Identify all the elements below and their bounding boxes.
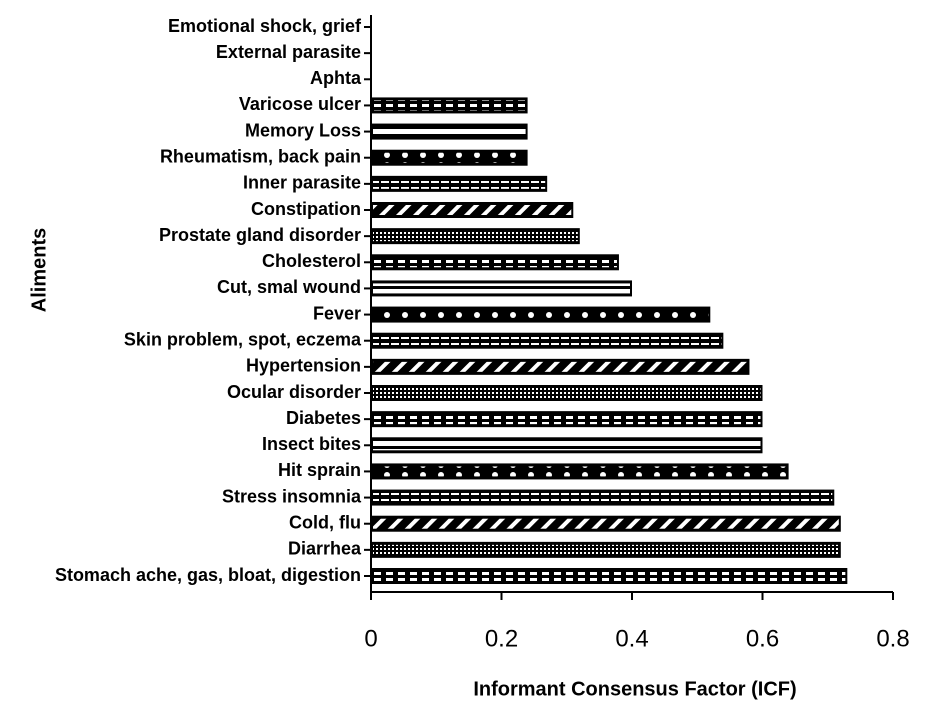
category-label: Cholesterol <box>262 251 361 271</box>
x-tick-label: 0 <box>364 625 377 652</box>
category-label: External parasite <box>216 42 361 62</box>
x-tick-label: 0.6 <box>746 625 779 652</box>
category-label: Skin problem, spot, eczema <box>124 329 362 349</box>
y-axis-title: Aliments <box>28 228 50 312</box>
category-label: Cut, smal wound <box>217 277 361 297</box>
category-label: Stomach ache, gas, bloat, digestion <box>55 565 361 585</box>
bar <box>373 126 526 137</box>
bar <box>373 257 617 268</box>
category-label: Stress insomnia <box>222 486 362 506</box>
category-label: Insect bites <box>262 434 361 454</box>
category-label: Rheumatism, back pain <box>160 146 361 166</box>
bar <box>373 492 833 503</box>
category-label: Varicose ulcer <box>239 94 361 114</box>
category-label: Prostate gland disorder <box>159 225 361 245</box>
bar <box>373 466 787 477</box>
x-tick-label: 0.2 <box>485 625 518 652</box>
category-label: Inner parasite <box>243 173 361 193</box>
bar <box>373 152 526 163</box>
x-tick-label: 0.4 <box>615 625 648 652</box>
bar <box>373 440 761 451</box>
bar <box>373 414 761 425</box>
bar <box>373 283 630 294</box>
category-label: Ocular disorder <box>227 382 361 402</box>
category-label: Memory Loss <box>245 120 361 140</box>
category-label: Hit sprain <box>278 460 361 480</box>
x-axis-title: Informant Consensus Factor (ICF) <box>473 678 796 700</box>
category-label: Diabetes <box>286 408 361 428</box>
bar <box>373 571 846 581</box>
bar <box>373 388 761 398</box>
x-tick-label: 0.8 <box>876 625 909 652</box>
category-label: Cold, flu <box>289 512 361 532</box>
bar <box>373 309 709 320</box>
bar <box>373 178 546 189</box>
bar <box>373 544 839 555</box>
bar <box>373 335 722 346</box>
category-label: Hypertension <box>246 356 361 376</box>
bar <box>373 100 526 111</box>
category-label: Fever <box>313 303 361 323</box>
category-label: Diarrhea <box>288 539 362 559</box>
bar <box>373 361 748 372</box>
bar <box>373 231 578 242</box>
bar <box>373 205 572 215</box>
category-label: Constipation <box>251 199 361 219</box>
category-label: Emotional shock, grief <box>168 16 362 36</box>
bar <box>373 518 839 529</box>
category-label: Aphta <box>310 68 362 88</box>
